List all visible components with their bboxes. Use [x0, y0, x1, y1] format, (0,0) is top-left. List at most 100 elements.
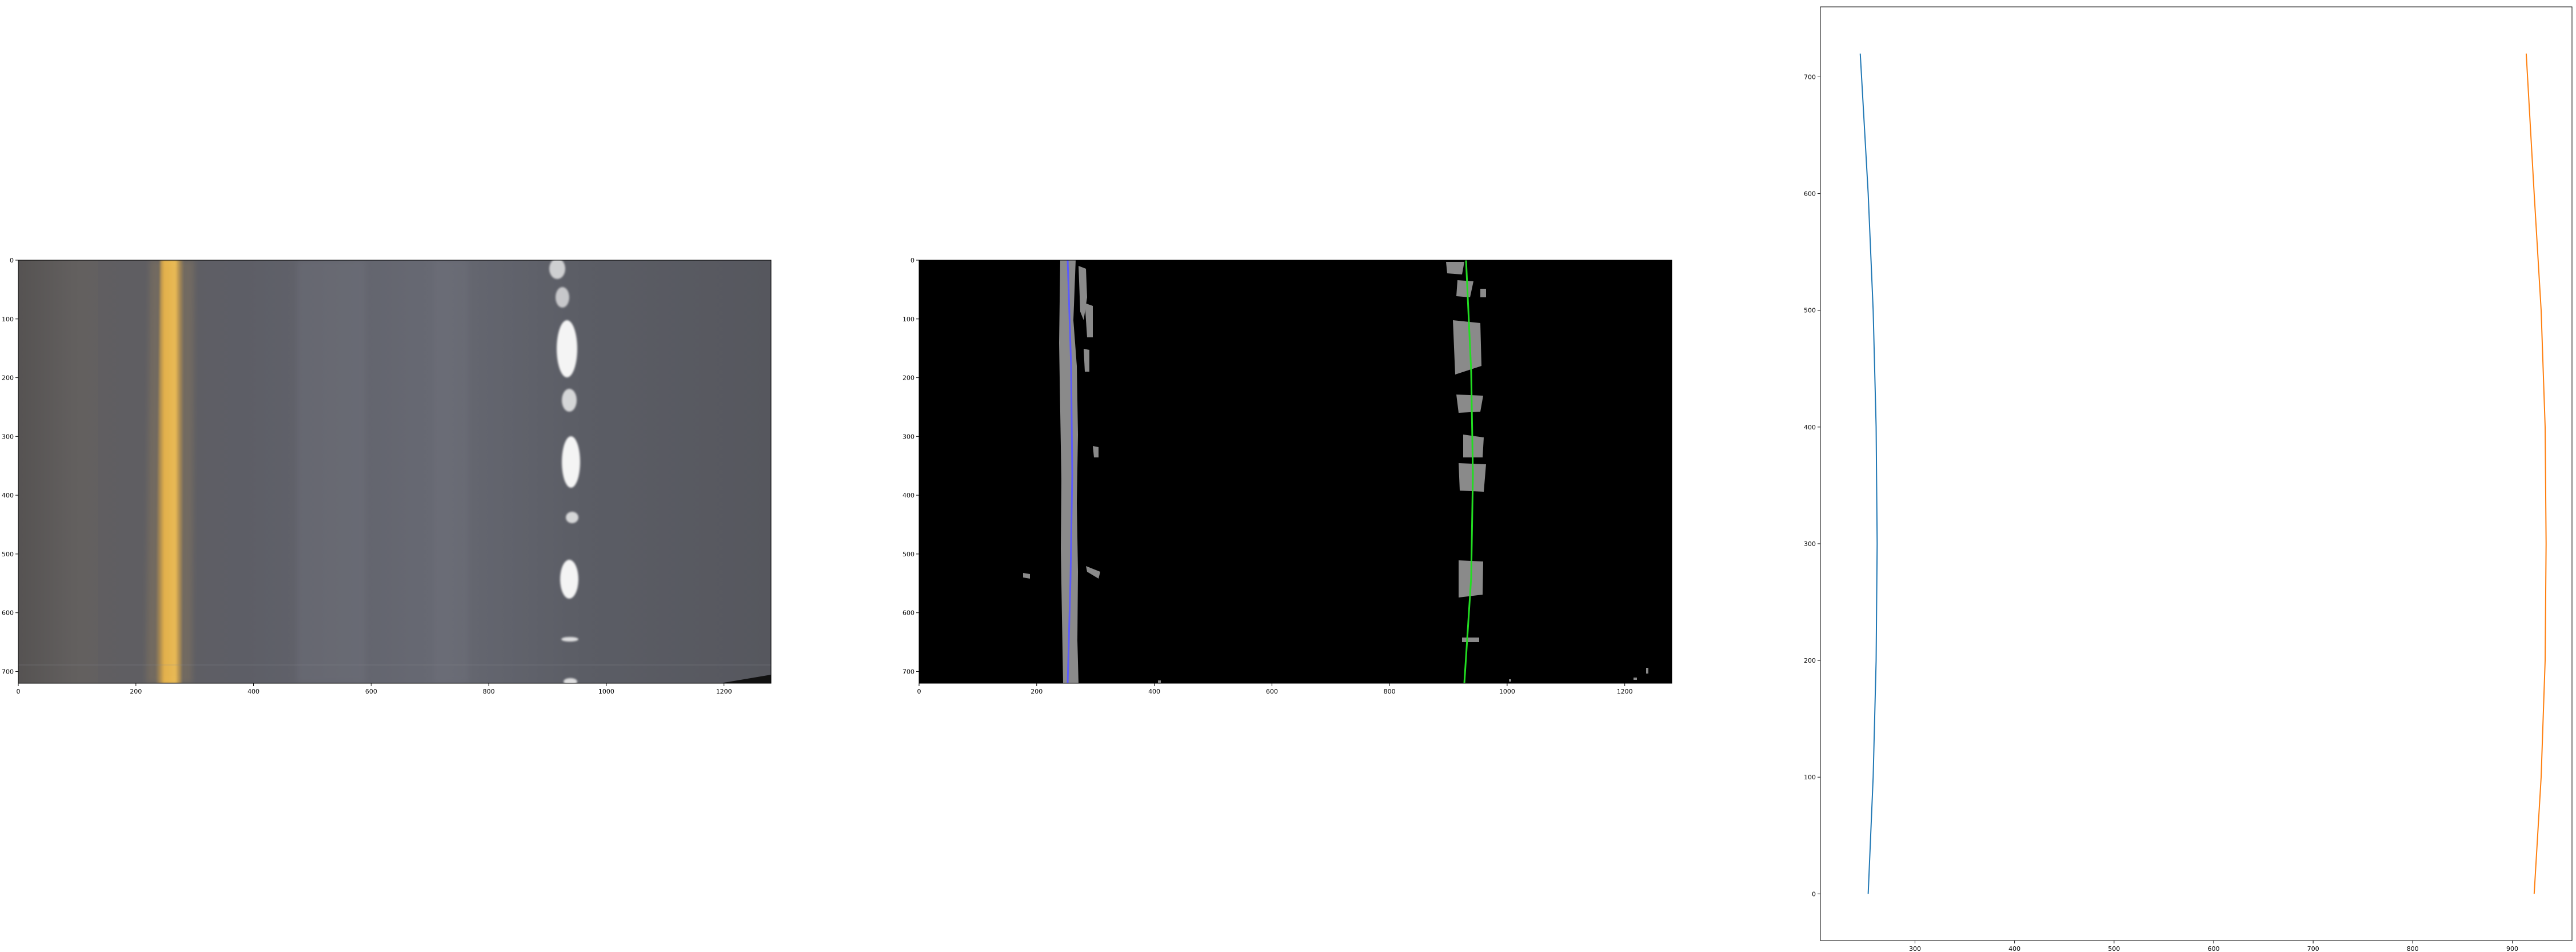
fit-curve-left — [1859, 53, 1878, 894]
panel-road-image — [18, 260, 771, 683]
x-tick: 300 — [1909, 941, 1921, 952]
x-tick: 1200 — [716, 683, 732, 695]
y-tick-label: 400 — [902, 492, 914, 499]
x-tick-label: 200 — [130, 688, 142, 695]
mask-left-pixels — [1023, 260, 1100, 683]
x-tick: 0 — [917, 683, 921, 695]
x-tick: 600 — [365, 683, 377, 695]
y-tick-label: 600 — [1804, 190, 1816, 198]
y-tick: 0 — [1812, 890, 1820, 898]
x-tick-label: 600 — [2207, 945, 2219, 952]
y-tick: 300 — [1804, 540, 1820, 548]
x-tick: 1200 — [1617, 683, 1633, 695]
y-tick: 600 — [1804, 190, 1820, 198]
x-tick: 600 — [1266, 683, 1278, 695]
right-fit-line — [1463, 260, 1474, 683]
y-tick: 200 — [902, 375, 919, 382]
y-tick-label: 600 — [2, 610, 14, 617]
x-tick-label: 300 — [1909, 945, 1921, 952]
y-tick-label: 700 — [1804, 73, 1816, 81]
y-tick: 400 — [902, 492, 919, 499]
x-tick-label: 800 — [483, 688, 495, 695]
left-fit-line — [1067, 260, 1073, 683]
x-tick: 900 — [2506, 941, 2518, 952]
x-tick-label: 0 — [917, 688, 921, 695]
fit-series-group — [1859, 53, 2547, 894]
y-tick: 400 — [2, 492, 18, 499]
y-tick-label: 300 — [902, 433, 914, 440]
x-tick: 0 — [17, 683, 21, 695]
x-tick: 800 — [1384, 683, 1396, 695]
road-stripe-light-2 — [434, 260, 469, 683]
axes-panel-2: 0 200 400 600 800 1000 1200 0 100 200 300 400 500 600… — [902, 257, 1672, 695]
x-tick-label: 1000 — [598, 688, 614, 695]
panel-fit-plot — [1820, 7, 2572, 941]
y-tick: 100 — [1804, 774, 1820, 781]
y-tick-label: 0 — [10, 257, 14, 264]
y-tick-label: 400 — [1804, 424, 1816, 431]
y-tick-label: 700 — [2, 668, 14, 675]
y-tick: 100 — [2, 316, 18, 323]
x-tick-label: 900 — [2506, 945, 2518, 952]
y-tick: 500 — [1804, 307, 1820, 314]
y-tick-label: 300 — [2, 433, 14, 440]
y-tick-label: 200 — [2, 375, 14, 382]
y-tick: 0 — [910, 257, 919, 264]
x-tick-label: 400 — [1148, 688, 1160, 695]
x-tick: 1000 — [598, 683, 614, 695]
y-tick-label: 100 — [2, 316, 14, 323]
x-tick: 1000 — [1499, 683, 1515, 695]
y-tick-label: 600 — [902, 610, 914, 617]
x-tick: 400 — [1148, 683, 1160, 695]
x-tick: 800 — [483, 683, 495, 695]
y-tick: 0 — [10, 257, 18, 264]
y-tick: 700 — [1804, 73, 1820, 81]
y-tick: 100 — [902, 316, 919, 323]
y-tick: 200 — [2, 375, 18, 382]
y-tick-label: 0 — [1812, 890, 1816, 898]
y-tick-label: 400 — [2, 492, 14, 499]
y-tick: 400 — [1804, 424, 1820, 431]
y-tick-label: 500 — [902, 551, 914, 558]
fit-curve-right — [2525, 53, 2547, 894]
x-tick: 800 — [2407, 941, 2419, 952]
y-tick-label: 0 — [910, 257, 914, 264]
x-tick-label: 1000 — [1499, 688, 1515, 695]
axes-panel-3: 300 400 500 600 700 800 900 0 100 200 300 400 500 600… — [1804, 6, 2573, 952]
y-tick: 600 — [2, 610, 18, 617]
x-tick-label: 500 — [2108, 945, 2120, 952]
y-tick: 200 — [1804, 657, 1820, 664]
x-tick: 200 — [130, 683, 142, 695]
plot-frame — [18, 260, 772, 684]
plot-frame — [1820, 6, 2573, 941]
y-tick: 600 — [902, 610, 919, 617]
x-tick-label: 400 — [2008, 945, 2020, 952]
x-tick-label: 800 — [1384, 688, 1396, 695]
y-tick: 300 — [902, 433, 919, 440]
x-tick-label: 700 — [2307, 945, 2319, 952]
road-stripe-light — [297, 260, 366, 683]
x-tick: 400 — [247, 683, 259, 695]
road-surface — [18, 260, 771, 683]
y-tick-label: 200 — [902, 375, 914, 382]
x-tick: 400 — [2008, 941, 2020, 952]
y-tick-label: 500 — [1804, 307, 1816, 314]
plot-frame — [918, 260, 1672, 684]
x-tick-label: 1200 — [716, 688, 732, 695]
x-tick-label: 200 — [1031, 688, 1043, 695]
road-corner-dark — [720, 675, 771, 683]
yellow-lane-glow — [146, 260, 194, 683]
y-tick-label: 700 — [902, 668, 914, 675]
y-tick-label: 200 — [1804, 657, 1816, 664]
x-tick-label: 0 — [17, 688, 21, 695]
y-tick: 700 — [2, 668, 18, 675]
y-tick-label: 300 — [1804, 540, 1816, 548]
x-tick-label: 600 — [1266, 688, 1278, 695]
y-tick: 500 — [902, 551, 919, 558]
mask-noise-pixels — [1158, 668, 1648, 683]
x-tick: 700 — [2307, 941, 2319, 952]
y-tick: 300 — [2, 433, 18, 440]
x-tick: 500 — [2108, 941, 2120, 952]
x-tick: 600 — [2207, 941, 2219, 952]
axes-group: 0 200 400 600 800 1000 12000100200300400500600… — [2, 6, 2573, 952]
